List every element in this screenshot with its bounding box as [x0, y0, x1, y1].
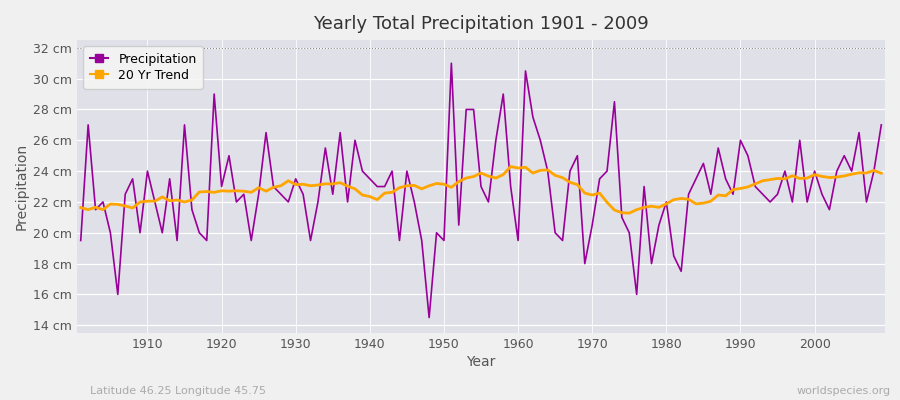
Text: Latitude 46.25 Longitude 45.75: Latitude 46.25 Longitude 45.75 [90, 386, 266, 396]
X-axis label: Year: Year [466, 355, 496, 369]
Legend: Precipitation, 20 Yr Trend: Precipitation, 20 Yr Trend [84, 46, 202, 89]
Title: Yearly Total Precipitation 1901 - 2009: Yearly Total Precipitation 1901 - 2009 [313, 15, 649, 33]
Text: worldspecies.org: worldspecies.org [796, 386, 891, 396]
Y-axis label: Precipitation: Precipitation [15, 143, 29, 230]
